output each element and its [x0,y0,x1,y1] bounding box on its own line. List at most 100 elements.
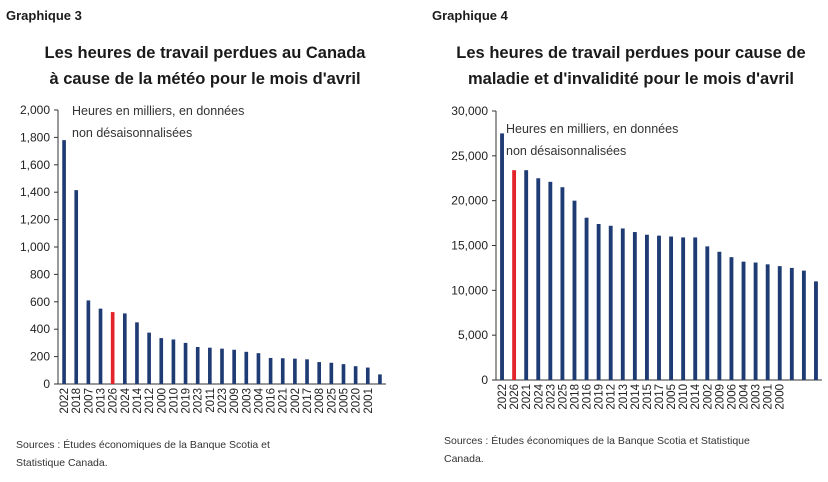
bar [596,223,601,380]
bar [353,366,358,384]
chart-title: Les heures de travail perdues pour cause… [436,40,826,92]
x-tick-label: 2022 [59,388,71,414]
x-tick-label: 2001 [363,388,375,414]
graph-label: Graphique 4 [432,8,508,23]
chart-title-line2: à cause de la météo pour le mois d'avril [49,70,361,88]
chart-source-line1: Sources : Études économiques de la Banqu… [444,435,750,447]
bar [548,181,553,380]
bar [98,308,103,384]
bar [208,347,212,384]
x-tick-label: 2025 [326,388,338,414]
bar [365,367,370,384]
y-tick-label: 1,600 [20,158,50,172]
x-tick-label: 2000 [775,384,787,410]
bar [183,342,188,384]
y-tick-label: 2,000 [20,103,50,117]
x-tick-label: 2017 [654,384,666,410]
x-tick-label: 2022 [497,384,509,410]
bar [256,353,261,384]
bar [560,187,565,380]
chart-title-line2: maladie et d'invalidité pour le mois d'a… [467,70,795,88]
bar [159,338,164,384]
x-tick-label: 2002 [290,388,302,414]
bar [378,374,382,384]
x-tick-label: 2016 [582,384,594,410]
y-tick-label: 200 [30,350,50,364]
chart-note-line1: Heures en milliers, en données [72,104,245,118]
bar-chart-right: 0 5,000 10,000 15,000 20,000 25,000 30,000 2022… [451,104,822,410]
x-tick-label: 2012 [144,388,156,414]
x-tick-label: 2026 [108,388,120,414]
chart-note-line1: Heures en milliers, en données [506,122,679,136]
chart-source: Sources : Études économiques de la Banqu… [444,432,814,468]
bar [572,200,577,380]
chart-title-line1: Les heures de travail perdues au Canada [44,44,366,62]
bar [147,332,151,384]
bar [171,339,176,384]
y-tick-label: 1,400 [20,185,50,199]
bar [608,225,613,380]
chart-source-line2: Canada. [444,453,484,465]
x-tick-label: 2018 [569,384,581,410]
bar [220,348,224,384]
chart-note: Heures en milliers, en données non désai… [72,100,244,144]
y-tick-label: 400 [30,322,50,336]
x-tick-label: 2005 [666,384,678,410]
y-tick-label: 10,000 [451,283,488,297]
y-tick-label: 800 [30,267,50,281]
x-tick-label: 2013 [96,388,108,414]
bar [741,261,746,380]
x-tick-label: 2003 [241,388,253,414]
x-tick-label: 2023 [193,388,205,414]
x-tick-label: 2017 [302,388,314,414]
bar [584,217,589,380]
x-tick-label: 2019 [181,388,193,414]
bar-highlight [512,170,517,380]
x-tick-label: 2026 [509,384,521,410]
bar [86,300,91,384]
bar [693,237,698,380]
chart-note-line2: non désaisonnalisées [72,126,193,140]
bar [135,322,139,384]
bar [729,257,734,380]
chart-note: Heures en milliers, en données non désai… [506,118,678,162]
chart-note-line2: non désaisonnalisées [506,144,627,158]
bar [632,232,637,380]
bar [195,347,200,384]
bar [317,362,322,384]
bar [753,262,758,380]
x-tick-label: 2015 [642,384,654,410]
bar [268,357,273,384]
bar [62,140,66,384]
x-tick-label: 2024 [533,383,545,409]
x-tick-label: 2000 [156,388,168,414]
x-tick-label: 2023 [545,384,557,410]
bar [801,270,806,380]
bar [341,364,346,384]
bar [536,178,541,380]
x-tick-label: 2016 [266,388,278,414]
bar [305,359,309,384]
x-tick-label: 2024 [120,387,132,413]
bar [122,313,127,384]
x-tick-label: 2020 [351,388,363,414]
x-tick-label: 2013 [618,384,630,410]
y-tick-label: 0 [43,377,50,391]
bar-chart-left: 0 200 400 600 800 1,000 1,200 1,400 1,600 1,800 2,… [20,103,386,414]
chart-source-line2: Statistique Canada. [16,457,108,469]
bar [765,264,770,380]
bar [777,266,782,380]
x-tick-label: 2011 [205,388,217,413]
x-tick-label: 2014 [132,387,144,413]
bar [620,228,625,380]
bar [644,234,649,380]
bar [293,358,297,384]
bar [657,235,661,380]
x-tick-label: 2007 [83,388,95,414]
x-tick-label: 2021 [521,384,533,410]
bar-highlight [110,312,115,384]
bar [717,251,722,380]
y-tick-label: 25,000 [451,149,488,163]
graph-label: Graphique 3 [6,8,82,23]
y-tick-label: 30,000 [451,104,488,118]
